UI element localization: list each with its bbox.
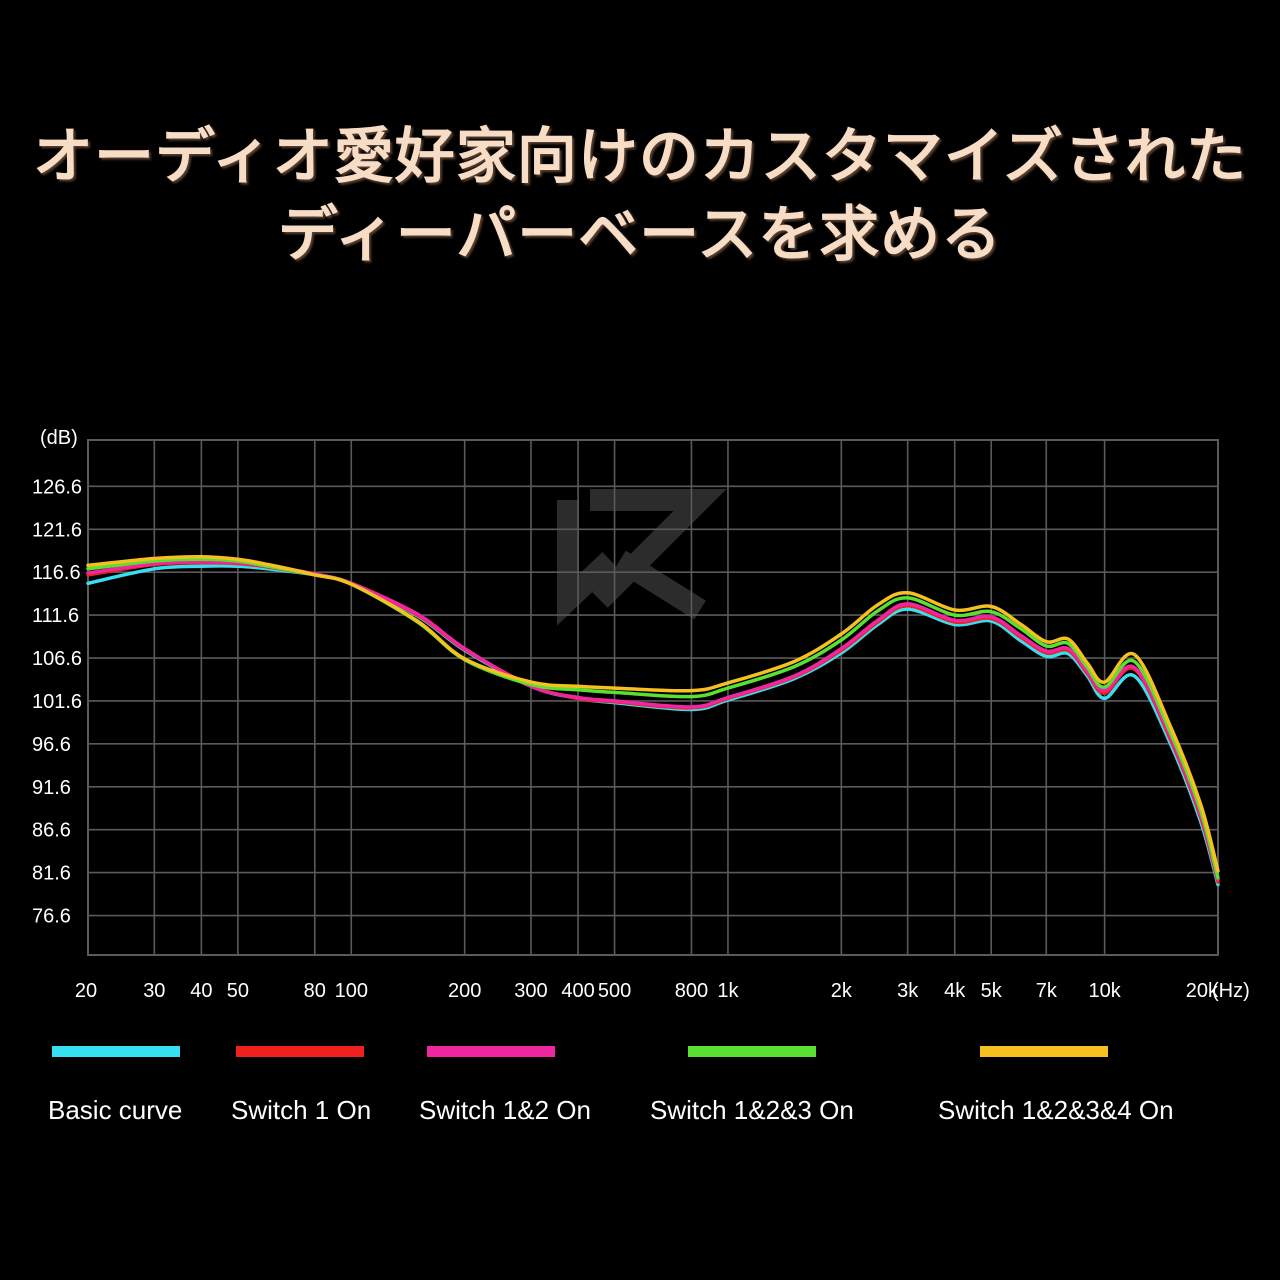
x-tick-label-0: 20 <box>75 980 97 1002</box>
y-tick-label-6: 96.6 <box>32 734 71 756</box>
legend-label-2: Switch 1&2 On <box>419 1095 591 1125</box>
headline-line-1: オーディオ愛好家向けのカスタマイズされた <box>33 122 1247 192</box>
y-tick-label-0: 126.6 <box>32 476 82 498</box>
series-line-0 <box>86 564 1220 887</box>
legend-swatch-3 <box>688 1046 816 1057</box>
x-tick-label-8: 400 <box>561 980 594 1002</box>
y-tick-label-1: 121.6 <box>32 519 82 541</box>
headline: オーディオ愛好家向けのカスタマイズされた ディーパーベースを求める <box>0 118 1280 274</box>
x-tick-label-14: 4k <box>944 980 966 1002</box>
x-tick-label-2: 40 <box>190 980 212 1002</box>
headline-line-2: ディーパーベースを求める <box>277 200 1003 270</box>
y-tick-label-9: 81.6 <box>32 863 71 885</box>
y-tick-label-8: 86.6 <box>32 820 71 842</box>
y-tick-label-4: 106.6 <box>32 648 82 670</box>
legend: Basic curve Switch 1 On Switch 1&2 On Switc… <box>48 1046 1174 1125</box>
x-tick-label-17: 10k <box>1088 980 1121 1002</box>
y-axis: (dB) 126.6 121.6 116.6 111.6 106.6 101.6 96.6 9… <box>32 427 82 928</box>
chart-grid <box>87 439 1219 956</box>
legend-label-1: Switch 1 On <box>231 1095 371 1125</box>
series-line-1 <box>86 560 1220 884</box>
series-line-2 <box>86 560 1220 882</box>
y-tick-label-5: 101.6 <box>32 691 82 713</box>
legend-swatch-0 <box>52 1046 180 1057</box>
y-tick-label-10: 76.6 <box>32 906 71 928</box>
plot-frame <box>87 439 1219 956</box>
x-tick-label-18: 20k <box>1186 980 1219 1002</box>
legend-label-4: Switch 1&2&3&4 On <box>938 1095 1174 1125</box>
x-tick-label-15: 5k <box>981 980 1003 1002</box>
legend-swatch-1 <box>236 1046 364 1057</box>
x-tick-label-16: 7k <box>1036 980 1058 1002</box>
x-tick-label-3: 50 <box>227 980 249 1002</box>
x-tick-label-12: 2k <box>831 980 853 1002</box>
x-axis: (Hz) 20 30 40 50 80 100 200 300 400 500 800 1k 2k 3k 4… <box>75 980 1250 1002</box>
legend-swatch-2 <box>427 1046 555 1057</box>
y-tick-label-7: 91.6 <box>32 777 71 799</box>
x-tick-label-11: 1k <box>717 980 739 1002</box>
legend-swatch-4 <box>980 1046 1108 1057</box>
x-tick-label-4: 80 <box>304 980 326 1002</box>
legend-label-3: Switch 1&2&3 On <box>650 1095 854 1125</box>
y-tick-label-2: 116.6 <box>32 562 81 584</box>
legend-label-0: Basic curve <box>48 1095 182 1125</box>
brand-logo-watermark <box>557 489 727 626</box>
plot-lines <box>86 554 1220 887</box>
x-tick-label-10: 800 <box>675 980 708 1002</box>
y-axis-unit-label: (dB) <box>40 427 78 449</box>
series-line-4 <box>86 554 1220 873</box>
y-tick-label-3: 111.6 <box>32 605 79 627</box>
x-tick-label-13: 3k <box>897 980 919 1002</box>
x-tick-label-6: 200 <box>448 980 481 1002</box>
x-tick-label-7: 300 <box>514 980 547 1002</box>
x-axis-unit-label: (Hz) <box>1212 980 1250 1002</box>
x-tick-label-5: 100 <box>335 980 368 1002</box>
x-tick-label-1: 30 <box>143 980 165 1002</box>
x-tick-label-9: 500 <box>598 980 631 1002</box>
